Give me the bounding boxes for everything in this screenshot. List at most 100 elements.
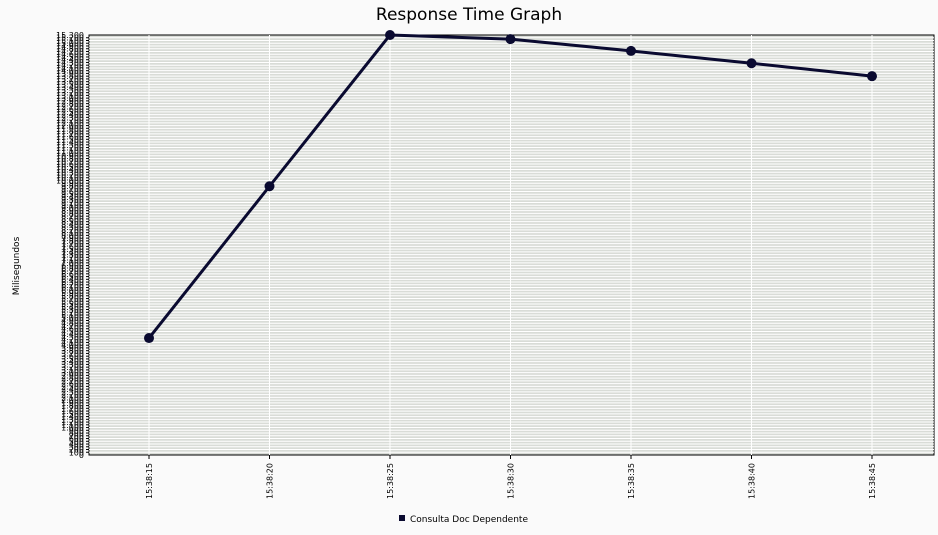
y-tick-label: 7.100 [61, 256, 84, 265]
y-tick-label: 100 [69, 448, 84, 457]
y-tick-label: 13.900 [56, 69, 84, 78]
y-tick-label: 8.200 [61, 226, 84, 235]
y-tick-label: 1.100 [61, 421, 84, 430]
y-tick-label: 500 [69, 437, 84, 446]
y-tick-label: 6.200 [61, 281, 84, 290]
y-tick-label: 2.200 [61, 391, 84, 400]
y-axis-ticks: 15.30001002003004005006007008009001.0001… [56, 31, 89, 460]
y-tick-label: 10.700 [56, 157, 84, 166]
x-tick-label: 15:38:40 [748, 463, 757, 499]
x-tick-label: 15:38:25 [386, 463, 395, 499]
y-tick-label: 8.500 [61, 218, 84, 227]
y-tick-label: 10.500 [56, 163, 84, 172]
y-tick-label: 7.900 [61, 234, 84, 243]
y-tick-label: 5.600 [61, 297, 84, 306]
data-point [264, 181, 275, 192]
y-tick-label: 10.100 [56, 174, 84, 183]
y-tick-label: 7.700 [61, 240, 84, 249]
y-tick-label: 14.600 [56, 50, 84, 59]
y-tick-label: 9.700 [61, 185, 84, 194]
y-tick-label: 15.300 [56, 31, 84, 40]
y-tick-label: 9.800 [61, 182, 84, 191]
y-tick-label: 10.800 [56, 155, 84, 164]
y-tick-label: 2.900 [61, 371, 84, 380]
y-tick-label: 14.300 [56, 58, 84, 67]
y-tick-label: 10.300 [56, 168, 84, 177]
y-tick-label: 1.700 [61, 404, 84, 413]
y-tick-label: 8.400 [61, 220, 84, 229]
y-tick-label: 12.400 [56, 111, 84, 120]
y-tick-label: 10.600 [56, 160, 84, 169]
y-tick-label: 7.500 [61, 245, 84, 254]
y-tick-label: 3.400 [61, 358, 84, 367]
y-tick-label: 3.000 [61, 369, 84, 378]
y-axis-label: Milisegundos [12, 236, 22, 295]
y-tick-label: 1.900 [61, 399, 84, 408]
y-tick-label: 4.900 [61, 316, 84, 325]
legend-swatch [399, 515, 405, 521]
x-tick-label: 15:38:45 [868, 463, 877, 499]
y-tick-label: 3.800 [61, 347, 84, 356]
y-tick-label: 5.700 [61, 295, 84, 304]
y-tick-label: 4.700 [61, 322, 84, 331]
y-tick-label: 2.700 [61, 377, 84, 386]
y-tick-label: 9.600 [61, 187, 84, 196]
y-tick-label: 11.800 [56, 127, 84, 136]
y-tick-label: 11.000 [56, 149, 84, 158]
y-tick-label: 6.600 [61, 270, 84, 279]
y-tick-label: 7.800 [61, 237, 84, 246]
y-tick-label: 4.400 [61, 330, 84, 339]
y-tick-label: 13.300 [56, 86, 84, 95]
y-tick-label: 5.100 [61, 311, 84, 320]
y-tick-label: 10.200 [56, 171, 84, 180]
y-tick-label: 12.100 [56, 119, 84, 128]
y-tick-label: 4.200 [61, 336, 84, 345]
y-tick-label: 14.200 [56, 61, 84, 70]
y-tick-label: 5.500 [61, 300, 84, 309]
y-tick-label: 6.800 [61, 264, 84, 273]
y-tick-label: 13.200 [56, 89, 84, 98]
y-tick-label: 14.400 [56, 56, 84, 65]
y-tick-label: 12.500 [56, 108, 84, 117]
x-tick-label: 15:38:35 [627, 463, 636, 499]
data-point [867, 71, 877, 82]
data-point [505, 34, 516, 45]
y-tick-label: 6.400 [61, 275, 84, 284]
y-tick-label: 8.300 [61, 223, 84, 232]
y-tick-label: 13.600 [56, 78, 84, 87]
y-tick-label: 14.100 [56, 64, 84, 73]
y-tick-label: 7.000 [61, 259, 84, 268]
y-tick-label: 3.700 [61, 349, 84, 358]
y-tick-label: 6.000 [61, 286, 84, 295]
y-tick-label: 5.800 [61, 292, 84, 301]
y-tick-label: 2.000 [61, 396, 84, 405]
y-tick-label: 12.900 [56, 97, 84, 106]
y-tick-label: 2.600 [61, 380, 84, 389]
y-tick-label: 2.500 [61, 382, 84, 391]
y-tick-label: 200 [69, 446, 84, 455]
x-tick-label: 15:38:30 [507, 463, 516, 499]
legend-label: Consulta Doc Dependente [410, 515, 528, 525]
x-tick-label: 15:38:20 [266, 463, 275, 499]
y-tick-label: 7.300 [61, 251, 84, 260]
y-tick-label: 7.200 [61, 253, 84, 262]
x-axis-ticks: 15:38:15 15:38:20 15:38:25 15:38:30 15:38:35… [145, 455, 877, 499]
data-point [746, 58, 757, 69]
y-tick-label: 1.600 [61, 407, 84, 416]
y-tick-label: 3.300 [61, 360, 84, 369]
y-tick-label: 0 [79, 451, 84, 460]
y-tick-label: 2.100 [61, 393, 84, 402]
y-tick-label: 5.900 [61, 289, 84, 298]
y-tick-label: 600 [69, 435, 84, 444]
y-tick-label: 3.500 [61, 355, 84, 364]
y-tick-label: 700 [69, 432, 84, 441]
y-tick-label: 15.200 [56, 34, 84, 43]
y-tick-label: 800 [69, 429, 84, 438]
y-tick-label: 14.700 [56, 47, 84, 56]
y-tick-label: 14.900 [56, 42, 84, 51]
y-tick-label: 7.600 [61, 242, 84, 251]
y-tick-label: 2.800 [61, 374, 84, 383]
grid-lines [89, 35, 934, 455]
y-tick-label: 6.700 [61, 267, 84, 276]
y-tick-label: 1.000 [61, 424, 84, 433]
